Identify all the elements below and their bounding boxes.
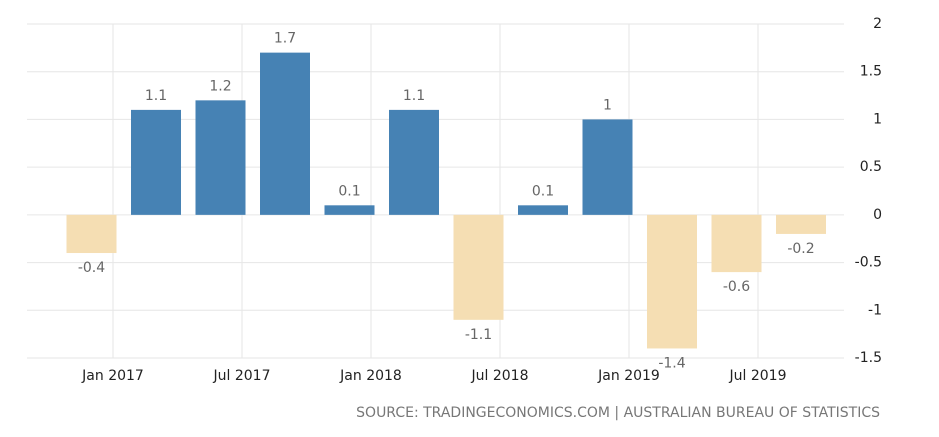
bar xyxy=(518,205,568,215)
value-label: -0.4 xyxy=(78,260,105,276)
y-tick-label: -1.5 xyxy=(855,350,882,366)
bar xyxy=(776,214,826,234)
value-label: -1.1 xyxy=(465,327,492,343)
value-label: 1 xyxy=(603,97,612,113)
bar xyxy=(195,100,246,215)
y-tick-label: 1 xyxy=(873,111,882,127)
x-tick-label: Jan 2017 xyxy=(81,368,144,384)
y-tick-label: 0 xyxy=(873,207,882,223)
y-tick-label: 2 xyxy=(873,16,882,32)
value-label: -0.2 xyxy=(787,241,814,257)
bar xyxy=(324,205,375,215)
bar xyxy=(647,214,697,349)
bar xyxy=(453,214,504,320)
value-label: 1.1 xyxy=(145,88,167,104)
y-tick-label: -0.5 xyxy=(855,255,882,271)
y-tick-label: 0.5 xyxy=(860,159,882,175)
bar xyxy=(582,119,633,215)
value-label: -1.4 xyxy=(658,355,685,371)
value-label: 1.2 xyxy=(209,78,231,94)
value-label: 1.1 xyxy=(403,88,425,104)
x-tick-label: Jul 2017 xyxy=(213,368,271,384)
x-tick-label: Jan 2018 xyxy=(339,368,402,384)
y-tick-label: 1.5 xyxy=(860,64,882,80)
bar xyxy=(711,214,762,273)
source: SOURCE: TRADINGECONOMICS.COM | AUSTRALIA… xyxy=(356,405,880,421)
bar xyxy=(389,109,439,215)
x-tick-label: Jul 2018 xyxy=(471,368,529,384)
bar xyxy=(131,109,181,215)
value-label: 1.7 xyxy=(274,31,296,47)
y-tick-label: -1 xyxy=(868,302,882,318)
x-tick-label: Jul 2019 xyxy=(729,368,787,384)
value-label: -0.6 xyxy=(723,279,750,295)
value-label: 0.1 xyxy=(338,183,360,199)
bar xyxy=(260,52,310,215)
x-tick-label: Jan 2019 xyxy=(597,368,660,384)
bar xyxy=(66,214,117,254)
value-label: 0.1 xyxy=(532,183,554,199)
